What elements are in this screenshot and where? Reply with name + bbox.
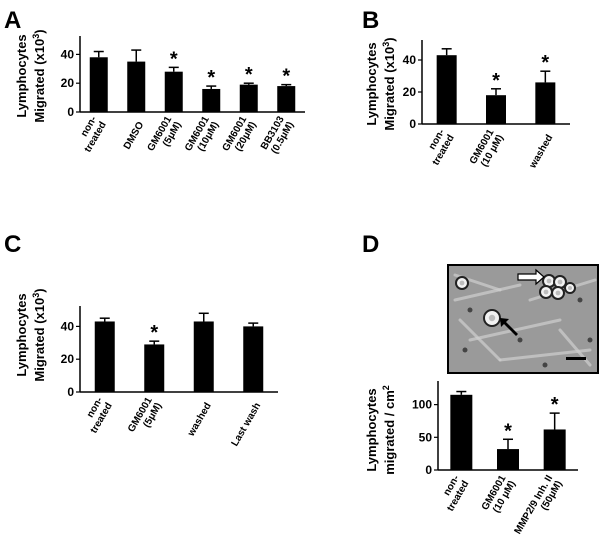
panel-b-category-label: washed bbox=[527, 133, 555, 171]
panel-a-ytick-label: 20 bbox=[61, 76, 75, 90]
panel-c-ylabel-line1: Lymphocytes bbox=[14, 293, 29, 376]
scale-bar bbox=[566, 357, 586, 360]
panel-b-category-label: non-treated bbox=[427, 128, 457, 168]
panel-a-category-label: GM6001(20μM) bbox=[221, 114, 259, 153]
panel-a-significance-star: * bbox=[245, 64, 253, 86]
micrograph-texture bbox=[458, 318, 502, 362]
panel-a-bar bbox=[277, 86, 296, 112]
panel-a-ytick-label: 40 bbox=[61, 47, 75, 61]
panel-c-category-label: Last wash bbox=[230, 401, 264, 448]
micrograph-speck bbox=[517, 337, 523, 343]
panel-c-bar bbox=[94, 321, 115, 392]
panel-d-bar bbox=[543, 429, 566, 470]
filled-arrow-icon bbox=[500, 318, 518, 336]
panel-a-bar bbox=[89, 57, 108, 112]
panel-a-bar bbox=[202, 88, 221, 112]
panel-d-category-label: non-treated bbox=[442, 474, 472, 514]
panel-d-ytick-label: 100 bbox=[412, 398, 432, 412]
panel-b-ytick-label: 20 bbox=[403, 85, 417, 99]
panel-b-significance-star: * bbox=[541, 52, 549, 74]
panel-d-ylabel-line1: Lymphocytes bbox=[364, 388, 379, 471]
panel-a-category-label: GM6001(5μM) bbox=[146, 114, 184, 153]
panel-c-category-label: non-treated bbox=[85, 396, 115, 436]
panel-c-bar bbox=[193, 321, 214, 392]
micrograph-cell-nucleus bbox=[557, 279, 563, 285]
panel-d-category-label: GM6001(10 μM) bbox=[480, 473, 518, 515]
panel-a-category-text: DMSO bbox=[122, 120, 147, 152]
panel-a-category-label: non-treated bbox=[79, 115, 109, 155]
micrograph-speck bbox=[577, 297, 583, 303]
micrograph-cell-nucleus bbox=[488, 314, 496, 322]
panel-c-significance-star: * bbox=[150, 322, 158, 344]
micrograph-texture bbox=[498, 348, 592, 362]
micrograph-speck bbox=[542, 362, 548, 368]
panel-a-significance-star: * bbox=[282, 66, 290, 88]
panel-c-bar bbox=[144, 344, 165, 392]
panel-b-ylabel-line2: Migrated (x103) bbox=[381, 37, 397, 130]
panel-a-significance-star: * bbox=[207, 67, 215, 89]
panel-b-significance-star: * bbox=[492, 70, 500, 92]
panel-c-ytick-label: 40 bbox=[61, 319, 75, 333]
micrograph-cell-nucleus bbox=[546, 278, 552, 284]
panel-a-significance-star: * bbox=[170, 48, 178, 70]
micrograph-texture bbox=[453, 283, 522, 302]
panel-c-ylabel-line2: Migrated (x103) bbox=[31, 288, 47, 381]
panel-d-significance-star: * bbox=[504, 420, 512, 442]
panel-c-ytick-label: 20 bbox=[61, 352, 75, 366]
panel-a-category-label: GM6001(10μM) bbox=[183, 114, 221, 153]
panel-d-bar bbox=[497, 449, 519, 470]
panel-a-category-label: BB3103(0.5μM) bbox=[259, 114, 296, 156]
panel-a-bar bbox=[164, 71, 183, 112]
panel-b-bar bbox=[436, 55, 457, 125]
panel-d-ytick-label: 0 bbox=[425, 463, 432, 477]
panel-a-category-label: DMSO bbox=[122, 120, 147, 152]
panel-a-ylabel-line1: Lymphocytes bbox=[14, 34, 29, 117]
panel-b-letter: B bbox=[362, 7, 379, 34]
panel-c-category-text: Last wash bbox=[230, 401, 264, 448]
panel-a-bar bbox=[127, 61, 146, 112]
panel-d-ytick-label: 50 bbox=[419, 430, 433, 444]
panel-a-bar bbox=[239, 84, 258, 112]
micrograph-texture bbox=[468, 318, 562, 342]
micrograph-cell-nucleus bbox=[543, 289, 549, 295]
panel-d-category-label: MMP2/9 Inh. II(50μM) bbox=[513, 473, 565, 536]
panel-b-bar bbox=[535, 82, 556, 124]
panel-b-bar bbox=[486, 95, 506, 124]
panel-b-ylabel-line1: Lymphocytes bbox=[364, 42, 379, 125]
panel-d-bar bbox=[450, 394, 473, 470]
panel-d-ylabel-line2: migrated / cm2 bbox=[381, 385, 397, 475]
panel-a-ytick-label: 0 bbox=[67, 105, 74, 119]
micrograph-speck bbox=[587, 337, 593, 343]
micrograph-speck bbox=[467, 307, 473, 313]
panel-d-significance-star: * bbox=[551, 394, 559, 416]
micrograph-cell-nucleus bbox=[555, 290, 561, 296]
micrograph-cell-nucleus bbox=[459, 280, 465, 286]
panel-c-category-text: washed bbox=[185, 401, 213, 439]
panel-c-bar bbox=[243, 326, 264, 392]
micrograph-speck bbox=[462, 347, 468, 353]
panel-c-category-label: washed bbox=[185, 401, 213, 439]
open-arrow-icon bbox=[517, 268, 545, 286]
panel-c-category-label: GM6001(5μM) bbox=[126, 395, 164, 434]
panel-b-ytick-label: 40 bbox=[403, 53, 417, 67]
panel-a-letter: A bbox=[4, 7, 21, 34]
micrograph-cell-nucleus bbox=[568, 286, 572, 290]
panel-d-letter: D bbox=[362, 231, 379, 258]
panel-a-ylabel-line2: Migrated (x103) bbox=[31, 29, 47, 122]
panel-c-letter: C bbox=[4, 231, 21, 258]
panel-c-ytick-label: 0 bbox=[67, 385, 74, 399]
panel-b-category-label: GM6001(10 μM) bbox=[468, 127, 506, 169]
panel-b-ytick-label: 0 bbox=[409, 117, 416, 131]
panel-b-category-text: washed bbox=[527, 133, 555, 171]
